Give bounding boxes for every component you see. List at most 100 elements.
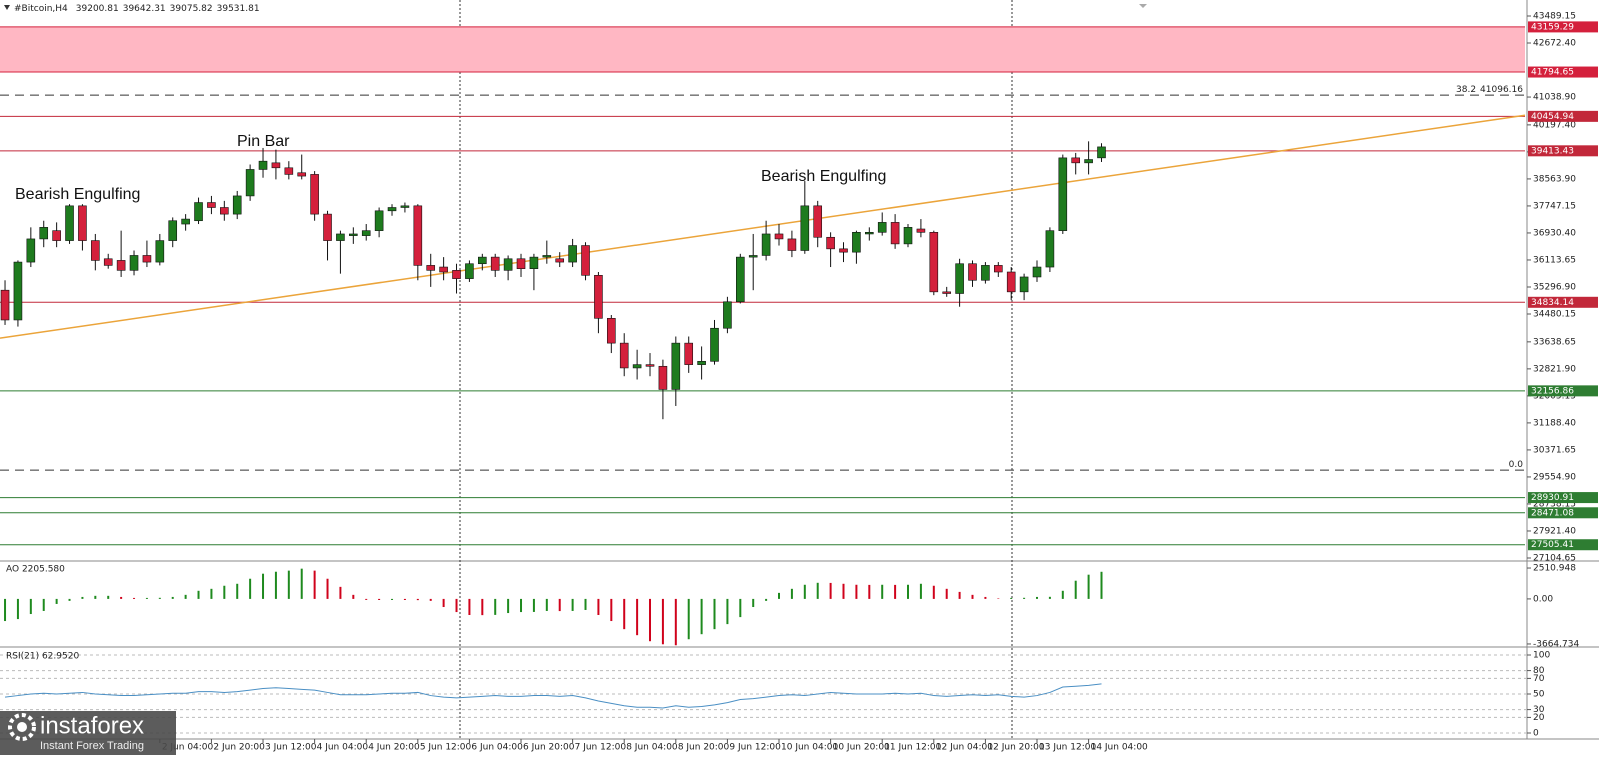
fibo-ratio: 0.0 xyxy=(1509,460,1524,470)
y-tick-label: 70 xyxy=(1533,674,1545,684)
level-label-box xyxy=(1528,507,1598,519)
ohlc-value: 39531.81 xyxy=(217,4,260,14)
x-tick-label: 2 Jun 20:00 xyxy=(213,743,265,753)
x-tick-label: 13 Jun 12:00 xyxy=(1039,743,1096,753)
candle-body xyxy=(452,270,461,279)
candle-body xyxy=(929,232,939,293)
y-tick-label: 31188.40 xyxy=(1533,418,1576,428)
candle-body xyxy=(852,232,861,253)
x-tick-label: 3 Jun 12:00 xyxy=(265,743,317,753)
logo-name: instaforex xyxy=(40,712,144,739)
x-tick-label: 10 Jun 04:00 xyxy=(781,743,838,753)
candle-body xyxy=(800,205,810,251)
x-tick-label: 7 Jun 12:00 xyxy=(575,743,627,753)
y-tick-label: 43489.15 xyxy=(1533,11,1576,21)
x-tick-label: 5 Jun 12:00 xyxy=(420,743,472,753)
candle-body xyxy=(361,230,371,236)
candle-body xyxy=(465,263,474,279)
y-tick-label: 38563.90 xyxy=(1533,174,1576,184)
candle-body xyxy=(155,240,165,263)
candle-body xyxy=(619,342,629,369)
candle-body xyxy=(168,220,178,241)
y-tick-label: 32005.15 xyxy=(1533,391,1576,401)
candle-body xyxy=(400,205,410,208)
x-tick-label: 6 Jun 20:00 xyxy=(523,743,575,753)
candle-body xyxy=(736,256,745,303)
ohlc-value: 39642.31 xyxy=(123,4,166,14)
symbol: #Bitcoin,H4 xyxy=(14,4,68,14)
candle-body xyxy=(774,233,784,240)
candle-body xyxy=(103,258,113,266)
y-tick-label: -3664.734 xyxy=(1533,639,1579,649)
x-tick-label: 4 Jun 04:00 xyxy=(317,743,369,753)
candle-body xyxy=(91,240,100,261)
level-label-box xyxy=(1528,66,1598,78)
candle-body xyxy=(207,202,216,208)
x-tick-label: 10 Jun 20:00 xyxy=(833,743,890,753)
candle-body xyxy=(1084,159,1093,164)
logo-icon xyxy=(8,713,36,741)
fibo-price: 41096.16 xyxy=(1480,85,1523,95)
candle-body xyxy=(1045,230,1055,268)
candle-body xyxy=(116,260,126,271)
level-label: 28471.08 xyxy=(1531,508,1574,518)
candle-body xyxy=(942,291,952,294)
level-label-box xyxy=(1528,296,1598,308)
y-tick-label: 33638.65 xyxy=(1533,337,1576,347)
annotation: Bearish Engulfing xyxy=(15,186,140,203)
candle-body xyxy=(684,342,694,365)
candle-body xyxy=(413,205,423,266)
candle-body xyxy=(981,265,990,281)
candle-body xyxy=(568,245,577,263)
y-tick-label: 36113.65 xyxy=(1533,255,1576,265)
level-label: 39413.43 xyxy=(1531,146,1574,156)
candle-body xyxy=(748,255,758,258)
candle-body xyxy=(955,263,964,294)
x-tick-label: 12 Jun 04:00 xyxy=(936,743,993,753)
candle-body xyxy=(142,255,152,263)
y-tick-label: 40197.40 xyxy=(1533,120,1576,130)
candle-body xyxy=(723,301,732,329)
candle-body xyxy=(439,266,448,273)
candle-body xyxy=(968,263,977,281)
candle-body xyxy=(258,160,268,170)
header-icon xyxy=(4,5,10,10)
trendline xyxy=(0,114,1526,339)
candle-body xyxy=(310,174,319,215)
y-tick-label: 20 xyxy=(1533,713,1545,723)
y-tick-label: 100 xyxy=(1533,650,1550,660)
x-tick-label: 4 Jun 20:00 xyxy=(368,743,420,753)
candle-body xyxy=(129,255,139,271)
y-tick-label: 35296.90 xyxy=(1533,282,1576,292)
fibo-label: 38.2 41096.16 xyxy=(1456,85,1523,95)
candle-body xyxy=(516,258,526,269)
logo-tagline: Instant Forex Trading xyxy=(40,740,144,752)
y-tick-label: 30371.65 xyxy=(1533,445,1576,455)
y-tick-label: 32821.90 xyxy=(1533,364,1576,374)
candle-body xyxy=(903,227,913,245)
candle-body xyxy=(220,207,229,215)
candle-body xyxy=(555,258,565,263)
candle-body xyxy=(877,222,887,233)
candle-body xyxy=(1071,157,1081,164)
level-label: 41794.65 xyxy=(1531,68,1574,78)
level-label: 27505.41 xyxy=(1531,540,1574,550)
candle-body xyxy=(374,210,384,231)
candle-body xyxy=(181,218,190,225)
y-tick-label: 0 xyxy=(1533,729,1539,739)
plot-layer: 43489.1542672.4041038.9040197.4039380.65… xyxy=(0,4,1598,753)
resistance-zone xyxy=(0,26,1525,73)
candle-body xyxy=(387,207,397,212)
chart-header: #Bitcoin,H4 39200.81 39642.31 39075.82 39531… xyxy=(14,4,260,14)
candle-body xyxy=(542,255,552,258)
candle-body xyxy=(787,238,797,251)
y-tick-label: 30 xyxy=(1533,705,1545,715)
shift-marker xyxy=(1139,4,1147,8)
candle-body xyxy=(994,265,1003,273)
annotation: Pin Bar xyxy=(237,133,290,150)
candle-body xyxy=(194,202,203,222)
candle-body xyxy=(890,222,900,245)
y-tick-label: 0.00 xyxy=(1533,594,1553,604)
candle-body xyxy=(1006,271,1016,293)
